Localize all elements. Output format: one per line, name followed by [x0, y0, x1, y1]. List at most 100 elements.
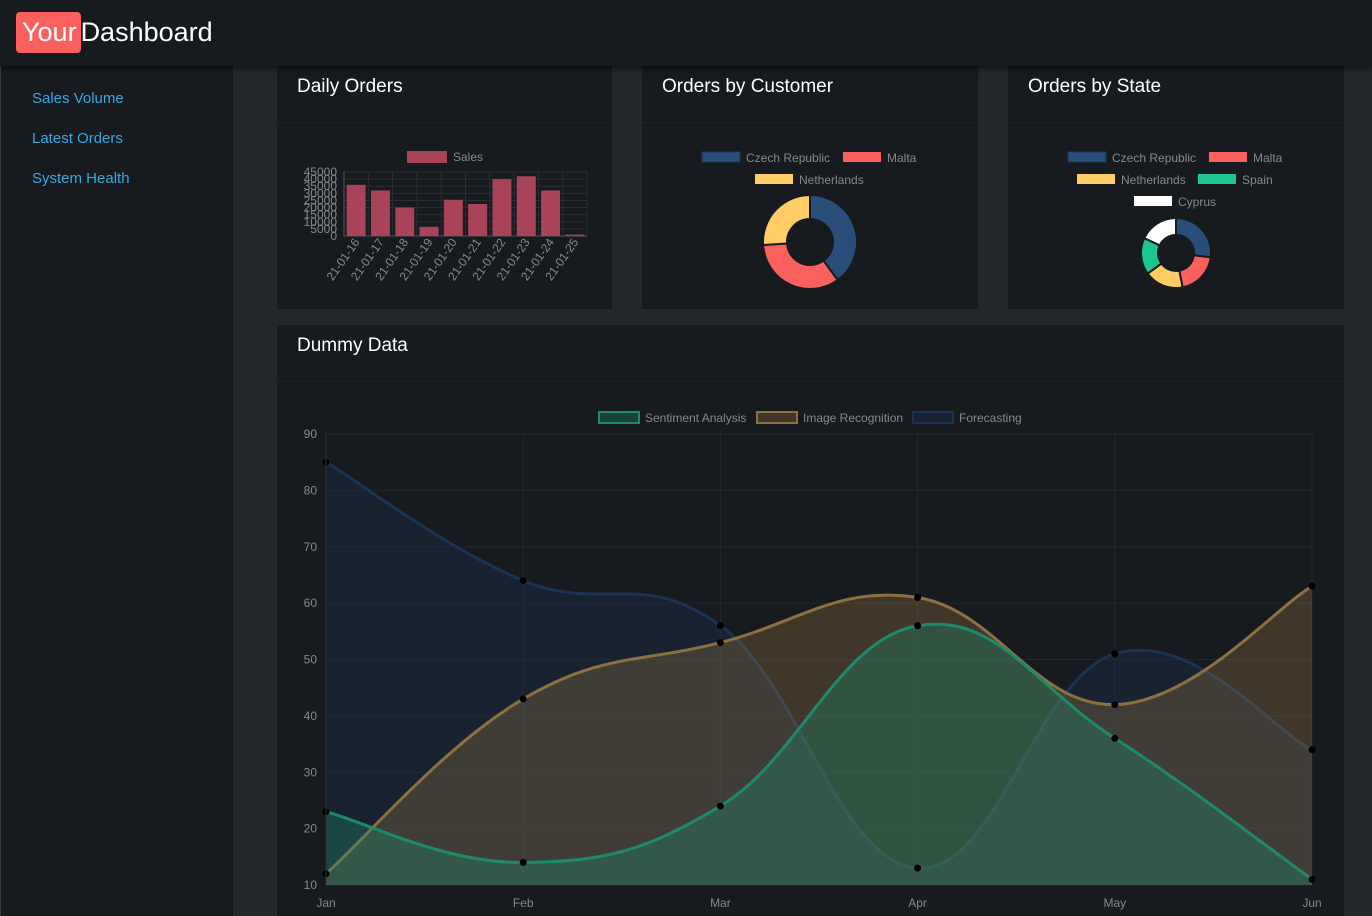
card-title: Daily Orders: [297, 76, 403, 97]
sidebar-item-system-health[interactable]: System Health: [32, 170, 130, 187]
y-tick-label: 10: [304, 878, 318, 892]
data-point: [716, 622, 724, 630]
orders-by-state-card: Orders by State Czech Republic Malta Nethe…: [1008, 66, 1344, 309]
y-tick-label: 30: [304, 765, 318, 779]
top-bar: Your Dashboard: [0, 0, 1372, 66]
bar: [541, 190, 561, 236]
legend-label: Netherlands: [799, 173, 864, 187]
sidebar: Sales Volume Latest Orders System Health: [0, 66, 233, 916]
data-point: [519, 695, 527, 703]
legend-label: Spain: [1242, 173, 1273, 187]
pie-slice: [762, 242, 840, 290]
legend-label: Sales: [453, 150, 483, 164]
orders-by-customer-card: Orders by Customer Czech Republic Malta Ne…: [642, 66, 978, 309]
legend-swatch: [755, 174, 793, 184]
x-tick-label: Jun: [1302, 896, 1321, 910]
data-point: [914, 864, 922, 872]
y-tick-label: 40000: [304, 172, 338, 186]
y-tick-label: 10000: [304, 215, 338, 229]
legend-swatch: [1198, 174, 1236, 184]
series-line: [325, 460, 1313, 870]
data-point: [914, 593, 922, 601]
series-area: [326, 586, 1312, 885]
legend-label: Malta: [1253, 151, 1283, 165]
sidebar-item-latest-orders[interactable]: Latest Orders: [32, 130, 123, 147]
bar: [346, 184, 366, 236]
y-tick-label: 90: [304, 427, 318, 441]
legend-label: Cyprus: [1178, 195, 1216, 209]
data-point: [1111, 734, 1119, 742]
legend-label: Netherlands: [1121, 173, 1186, 187]
legend-swatch: [598, 411, 640, 424]
legend-swatch: [912, 411, 954, 424]
brand-highlight: Your: [16, 12, 81, 53]
chart-legend: Czech Republic Malta Netherlands Spain Cypru…: [1067, 151, 1283, 209]
x-tick-label: May: [1103, 896, 1126, 910]
data-point: [1308, 582, 1316, 590]
data-point: [1111, 701, 1119, 709]
y-tick-label: 25000: [304, 193, 338, 207]
orders-by-customer-chart: Czech Republic Malta Netherlands: [701, 151, 917, 290]
bar: [419, 226, 439, 236]
card-divider: [277, 122, 612, 123]
card-divider: [1008, 122, 1344, 123]
chart-legend: Sales: [407, 150, 483, 164]
card-divider: [277, 381, 1344, 382]
data-point: [1308, 875, 1316, 883]
y-tick-label: 5000: [310, 222, 337, 236]
bar: [492, 179, 512, 236]
pie-slice: [762, 193, 811, 247]
legend-swatch: [1067, 151, 1107, 163]
y-tick-label: 30000: [304, 186, 338, 200]
legend-swatch: [1209, 152, 1247, 162]
card-title: Dummy Data: [297, 335, 408, 356]
y-tick-label: 0: [330, 229, 337, 243]
brand-logo[interactable]: Your Dashboard: [16, 12, 213, 53]
x-tick-label: Jan: [316, 896, 335, 910]
chart-legend: Sentiment Analysis Image Recognition Forec…: [598, 411, 1022, 425]
chart-legend: Czech Republic Malta Netherlands: [701, 151, 917, 187]
series-area: [326, 624, 1312, 885]
pie-slice: [1142, 216, 1177, 247]
legend-label: Forecasting: [959, 411, 1022, 425]
bar: [468, 204, 488, 236]
data-point: [519, 577, 527, 585]
legend-label: Czech Republic: [746, 151, 830, 165]
pie-slice: [1178, 254, 1212, 289]
orders-by-state-chart: Czech Republic Malta Netherlands Spain Cypru…: [1067, 151, 1283, 289]
legend-swatch: [756, 411, 798, 424]
y-tick-label: 40: [304, 709, 318, 723]
x-tick-label: Apr: [908, 896, 927, 910]
sidebar-item-sales-volume[interactable]: Sales Volume: [32, 90, 124, 107]
bar: [443, 199, 463, 236]
y-tick-label: 70: [304, 540, 318, 554]
legend-swatch: [701, 151, 741, 163]
data-point: [519, 858, 527, 866]
card-title: Orders by Customer: [662, 76, 834, 97]
series-area: [326, 462, 1312, 885]
data-point: [1308, 746, 1316, 754]
data-point: [914, 622, 922, 630]
legend-swatch: [843, 152, 881, 162]
dummy-data-chart: Sentiment Analysis Image Recognition Forec…: [304, 411, 1322, 910]
x-tick-label: Feb: [513, 896, 534, 910]
y-tick-label: 15000: [304, 208, 338, 222]
y-tick-label: 45000: [304, 165, 338, 179]
y-tick-label: 60: [304, 596, 318, 610]
data-point: [716, 802, 724, 810]
series-line: [325, 622, 1313, 881]
legend-swatch: [1077, 174, 1115, 184]
data-point: [1111, 650, 1119, 658]
dummy-data-card: Dummy Data Sentiment Analysis Image Recog…: [277, 325, 1344, 916]
daily-orders-chart: Sales 05000100001500020000250003000035000…: [304, 150, 588, 283]
x-tick-label: Mar: [710, 896, 731, 910]
pie-slice: [809, 193, 858, 282]
series-line: [325, 584, 1313, 875]
y-tick-label: 35000: [304, 179, 338, 193]
brand-title: Dashboard: [80, 17, 213, 47]
bar: [395, 207, 415, 236]
card-title: Orders by State: [1028, 76, 1162, 97]
y-tick-label: 20000: [304, 201, 338, 215]
daily-orders-card: Daily Orders Sales 0 5000 10000 15000 20000 25…: [277, 66, 612, 309]
legend-label: Czech Republic: [1112, 151, 1196, 165]
